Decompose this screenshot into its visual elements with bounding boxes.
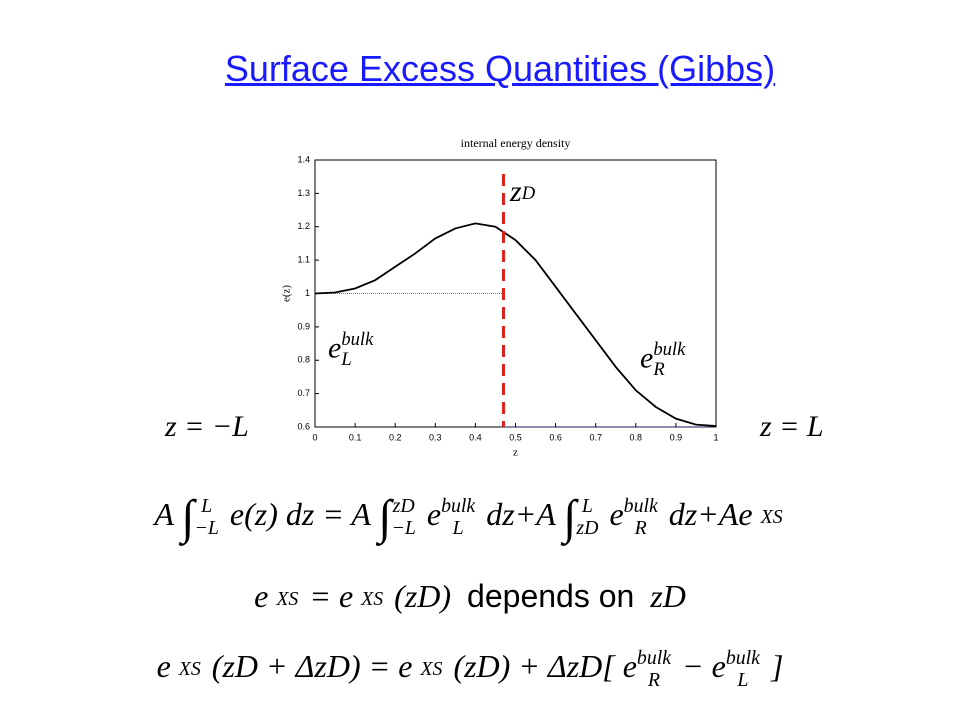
x-tick-label: 0.3 <box>429 432 442 442</box>
x-tick-label: 0.5 <box>509 432 522 442</box>
math-text: zD <box>650 578 686 614</box>
superscript: XS <box>276 587 299 610</box>
y-tick-label: 1 <box>305 288 310 298</box>
superscript: bulk <box>725 647 760 669</box>
subscript: R <box>653 359 665 381</box>
left-bound: z = −L <box>165 410 249 443</box>
subscript: R <box>634 516 647 539</box>
scripts: XS <box>420 657 443 681</box>
chart-title: internal energy density <box>461 136 571 150</box>
equation: e XS (zD + ΔzD) = e XS (zD) + ΔzD[ e bulk… <box>0 647 940 692</box>
math-base: e <box>711 648 726 685</box>
x-tick-label: 0.9 <box>670 432 683 442</box>
x-tick-label: 0.7 <box>589 432 602 442</box>
scripts: bulk R <box>623 494 658 540</box>
math-base: e <box>609 495 624 532</box>
subscript: −L <box>194 516 219 539</box>
scripts: bulk L <box>441 494 476 540</box>
er-label: e bulk R <box>640 339 688 381</box>
word: depends on <box>467 578 635 614</box>
subscript: L <box>341 349 352 371</box>
math-base: ∫ <box>181 491 195 544</box>
x-tick-label: 0 <box>312 432 317 442</box>
subscript: D <box>521 182 536 204</box>
math-text: (zD) <box>394 578 452 614</box>
superscript: L <box>201 494 213 517</box>
superscript: XS <box>420 657 443 680</box>
math-base: ∫ <box>378 491 392 544</box>
y-tick-label: 0.9 <box>297 321 310 331</box>
superscript: bulk <box>441 494 476 517</box>
x-axis-label: z <box>513 447 518 459</box>
superscript: XS <box>760 505 783 528</box>
y-tick-label: 0.6 <box>297 421 310 431</box>
math-base: z <box>510 175 522 208</box>
scripts: bulk R <box>653 339 686 381</box>
superscript: bulk <box>636 647 672 669</box>
x-tick-label: 0.2 <box>389 432 402 442</box>
scripts: bulk L <box>341 329 374 371</box>
equation: e XS = e XS (zD) depends on zD <box>0 578 940 615</box>
scripts: D <box>521 182 536 204</box>
x-tick-label: 0.8 <box>630 432 643 442</box>
scripts: L −L <box>194 494 219 540</box>
scripts: zD −L <box>391 494 416 540</box>
slide-title: Surface Excess Quantities (Gibbs) <box>224 48 776 89</box>
subscript: −L <box>391 516 416 539</box>
math-text: e <box>254 578 269 614</box>
math-text: dz+Ae <box>668 495 753 532</box>
math-text: A <box>154 495 174 532</box>
math-base: e <box>622 648 637 685</box>
right-bound: z = L <box>760 410 824 443</box>
subscript: L <box>737 668 749 691</box>
superscript: L <box>581 494 593 517</box>
math-base: e <box>328 331 342 365</box>
math-text: (zD) + ΔzD[ <box>453 648 615 685</box>
scripts: XS <box>361 587 384 611</box>
y-tick-label: 1.3 <box>297 188 310 198</box>
math-text: (zD + ΔzD) = e <box>211 648 413 685</box>
scripts: XS <box>760 505 783 529</box>
y-tick-label: 0.7 <box>297 388 310 398</box>
y-tick-label: 1.1 <box>297 255 310 265</box>
y-tick-label: 1.2 <box>297 221 310 231</box>
superscript: XS <box>361 587 384 610</box>
data-line <box>314 222 717 427</box>
y-axis-label: e(z) <box>281 285 293 302</box>
math-base: e <box>426 495 442 532</box>
superscript: zD <box>392 494 415 517</box>
scripts: bulk R <box>636 647 672 692</box>
scripts: XS <box>178 657 201 681</box>
superscript: bulk <box>623 494 658 517</box>
math-base: e <box>640 341 654 375</box>
scripts: bulk L <box>725 647 760 692</box>
x-tick-label: 0.1 <box>349 432 362 442</box>
subscript: zD <box>576 516 599 539</box>
math-base: ∫ <box>563 491 577 544</box>
scripts: XS <box>276 587 299 611</box>
math-text: dz+A <box>486 495 556 532</box>
math-text: = e <box>309 578 354 614</box>
subscript: L <box>452 516 464 539</box>
el-label: e bulk L <box>328 329 376 371</box>
math-text: e(z) dz = A <box>229 495 371 532</box>
x-tick-label: 0.4 <box>469 432 482 442</box>
superscript: bulk <box>653 339 686 360</box>
y-tick-label: 0.8 <box>297 355 310 365</box>
math-text: ] <box>770 648 784 685</box>
x-tick-label: 1 <box>713 432 718 442</box>
subscript: R <box>647 668 661 691</box>
superscript: XS <box>178 657 201 680</box>
x-tick-label: 0.6 <box>549 432 562 442</box>
y-tick-label: 1.4 <box>297 154 310 164</box>
math-text: e <box>156 648 171 685</box>
math-text: − <box>682 648 704 685</box>
superscript: bulk <box>341 329 374 350</box>
